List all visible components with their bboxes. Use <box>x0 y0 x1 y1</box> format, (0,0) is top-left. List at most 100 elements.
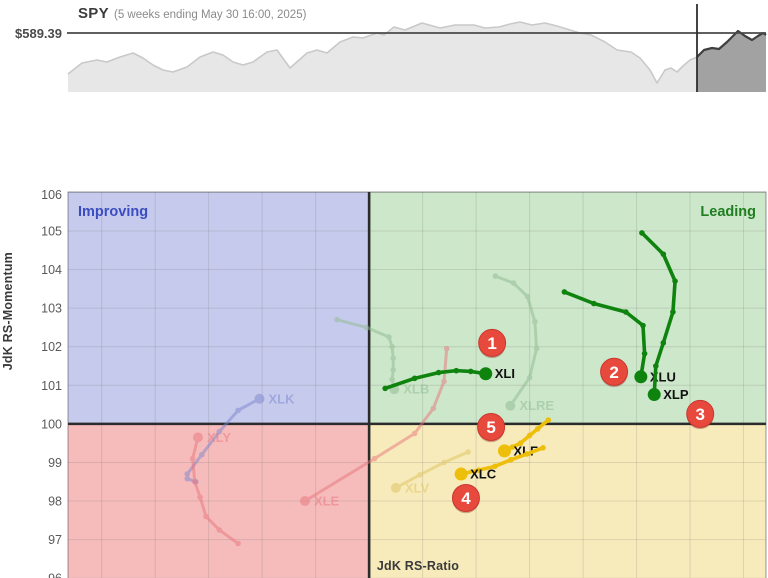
annotation-marker-4: 4 <box>451 483 480 514</box>
spy-area-history <box>68 22 697 92</box>
tail-point <box>492 463 498 470</box>
y-tick-label: 100 <box>41 417 62 431</box>
tail-point <box>386 334 392 340</box>
annotation-number: 3 <box>695 405 704 424</box>
y-tick-label: 97 <box>48 533 62 547</box>
annotation-number: 1 <box>487 334 496 353</box>
annotation-circle <box>451 483 480 512</box>
y-axis-title: JdK RS-Momentum <box>1 252 15 371</box>
tail-point <box>532 318 538 325</box>
series-XLV: XLV <box>390 449 471 495</box>
last-price-label: $589.39 <box>15 26 62 41</box>
y-tick-label: 99 <box>48 456 62 470</box>
tail-point <box>441 378 447 385</box>
tail-point <box>189 455 196 462</box>
quadrant-weakening <box>369 423 766 578</box>
tail-point <box>203 513 209 520</box>
tail-point <box>672 278 678 284</box>
head-dot-XLC <box>454 467 468 481</box>
tail-point <box>510 280 517 286</box>
series-XLY: XLY <box>189 430 241 547</box>
head-dot-XLK <box>254 393 265 404</box>
tail-point <box>435 369 442 376</box>
y-tick-label: 101 <box>41 379 62 393</box>
quadrant-label-leading: Leading <box>700 204 756 220</box>
head-dot-XLU <box>634 370 648 384</box>
symbol-label-XLI: XLI <box>495 366 515 381</box>
tail-point <box>640 322 646 329</box>
tail-point <box>509 444 516 450</box>
annotation-number: 4 <box>461 489 471 508</box>
x-axis-title: JdK RS-Ratio <box>376 559 460 573</box>
tail-point <box>411 430 418 437</box>
tail-point <box>561 289 568 295</box>
symbol-label-XLP: XLP <box>663 387 689 402</box>
head-dot-XLRE <box>505 400 516 411</box>
symbol-label-XLF: XLF <box>513 443 538 458</box>
tail-point <box>465 449 471 455</box>
rrg-chart: StockCharts.com / RRG®XLKXLYXLEXLBXLREXL… <box>41 190 767 578</box>
quadrant-improving <box>68 192 370 424</box>
tail-point <box>216 527 223 533</box>
tail-XLV <box>394 450 470 490</box>
tail-point <box>389 376 395 383</box>
symbol-label-XLRE: XLRE <box>519 398 554 413</box>
y-tick-label: 103 <box>41 302 62 316</box>
head-dot-XLE <box>299 496 310 507</box>
symbol-label-XLY: XLY <box>207 430 231 445</box>
tail-point <box>191 478 198 485</box>
symbol-label-XLE: XLE <box>314 494 340 509</box>
tail-point <box>540 445 546 451</box>
tail-point <box>545 417 552 423</box>
tail-point <box>184 471 191 477</box>
series-XLI: XLI <box>382 366 515 392</box>
y-tick-label: 105 <box>41 224 62 238</box>
tail-point <box>184 475 191 482</box>
tail-point <box>197 494 203 500</box>
tail-point <box>524 451 530 457</box>
symbol-label-XLV: XLV <box>405 480 430 495</box>
period-subtitle: (5 weeks ending May 30 16:00, 2025) <box>114 9 307 21</box>
series-XLF: XLF <box>497 417 552 458</box>
tail-point <box>670 309 676 315</box>
tail-XLU <box>562 290 647 379</box>
y-tick-label: 102 <box>41 340 62 354</box>
tail-point <box>441 459 447 466</box>
quadrant-leading <box>369 192 766 424</box>
tail-point <box>639 230 645 236</box>
tail-point <box>443 345 450 352</box>
tail-point <box>430 405 437 412</box>
tail-point <box>216 428 223 435</box>
tail-point <box>660 251 667 257</box>
head-dot-XLY <box>192 432 203 443</box>
series-XLE: XLE <box>299 345 450 509</box>
head-dot-XLF <box>497 444 511 458</box>
quadrant-lagging <box>68 423 370 578</box>
tail-point <box>390 367 396 373</box>
tail-point <box>382 385 388 392</box>
series-XLRE: XLRE <box>492 273 554 413</box>
tail-point <box>453 367 460 374</box>
spy-area-recent <box>697 31 766 92</box>
annotation-number: 5 <box>486 418 495 437</box>
y-tick-label: 104 <box>41 263 62 277</box>
tail-point <box>417 472 423 478</box>
tail-point <box>653 363 659 369</box>
tail-point <box>389 343 395 350</box>
annotation-marker-1: 1 <box>478 328 507 359</box>
tail-point <box>235 407 241 414</box>
annotation-marker-3: 3 <box>686 399 715 430</box>
tail-point <box>590 300 597 307</box>
tail-point <box>534 426 541 432</box>
y-tick-label: 98 <box>48 495 62 509</box>
tail-point <box>475 467 482 473</box>
tail-point <box>235 540 241 547</box>
tail-point <box>390 355 396 362</box>
annotation-number: 2 <box>609 363 618 382</box>
tail-point <box>363 324 370 331</box>
annotation-marker-2: 2 <box>600 357 629 388</box>
spy-sparkline <box>67 4 767 92</box>
symbol-label-XLB: XLB <box>403 382 429 397</box>
y-tick-label: 96 <box>48 572 62 578</box>
tail-point <box>467 368 474 375</box>
